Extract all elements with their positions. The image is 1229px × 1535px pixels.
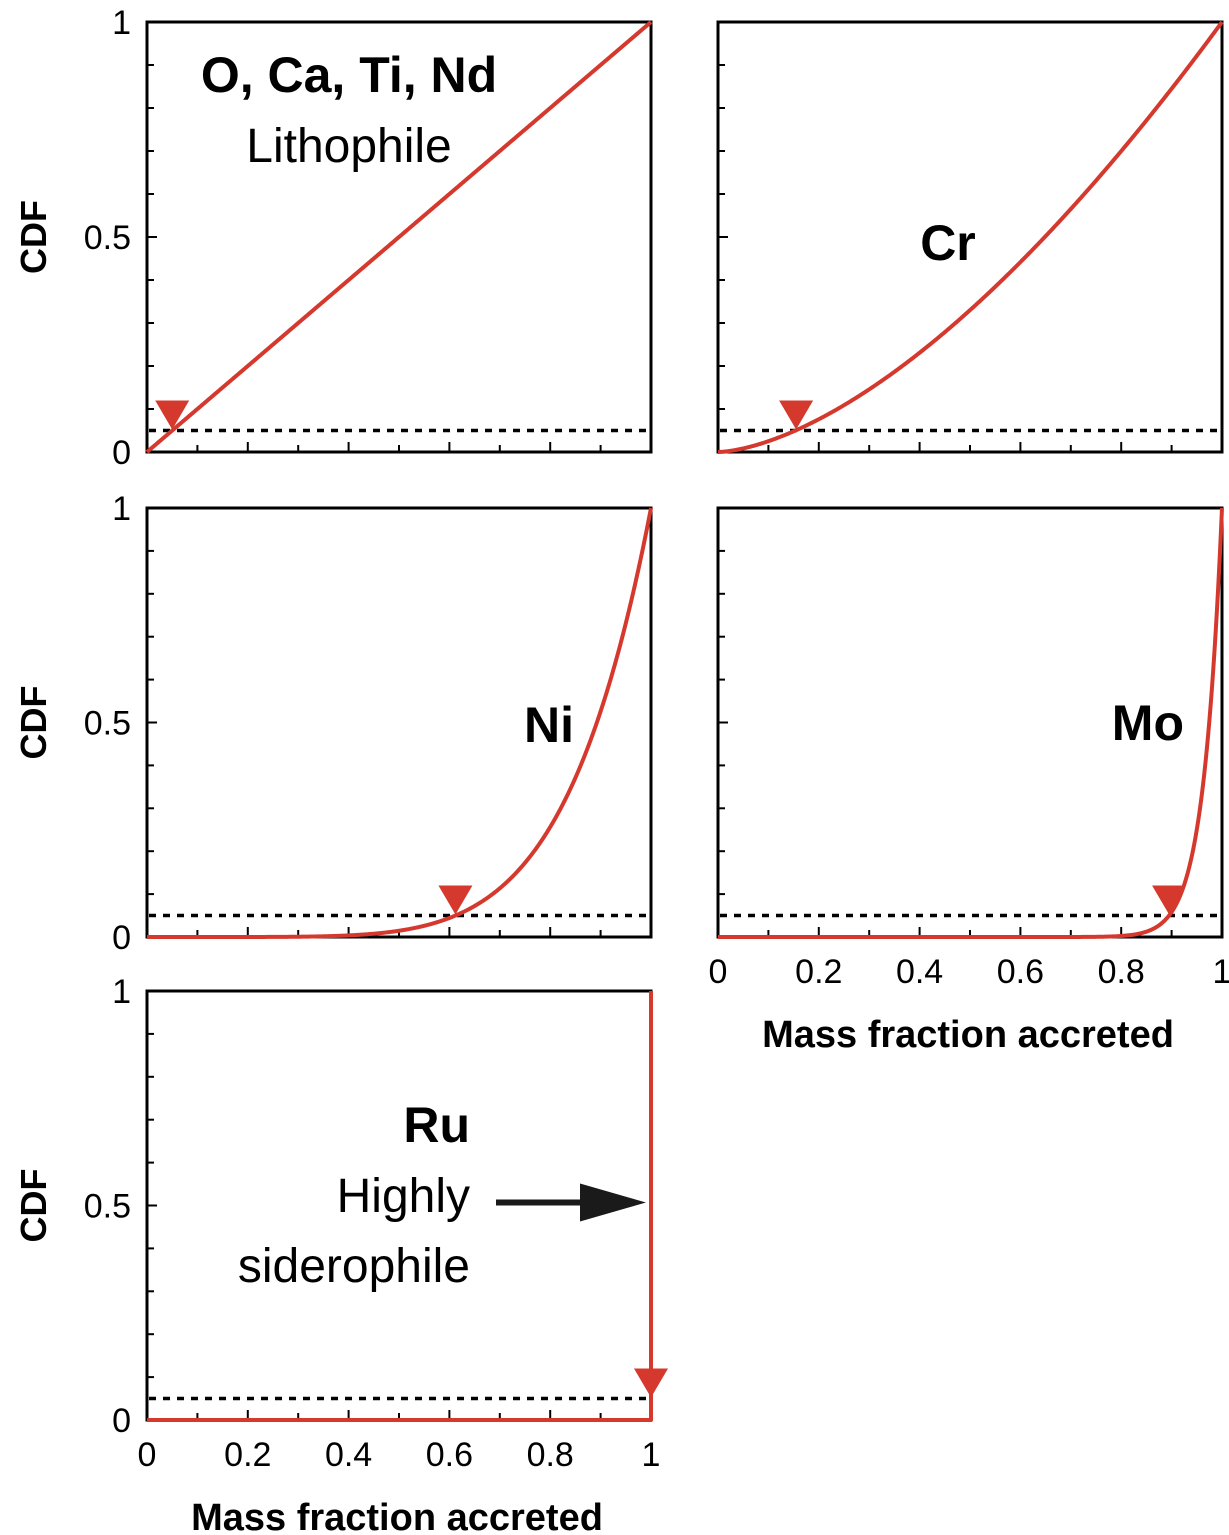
y-tick-label: 0.5 [84, 705, 131, 743]
panel-ni: 0 0.5 1 CDF Ni [13, 490, 653, 957]
x-axis-label: Mass fraction accreted [762, 1014, 1174, 1056]
y-axis-label: CDF [13, 1169, 54, 1243]
y-tick-label: 0 [112, 434, 131, 472]
x-tick-label: 0 [138, 1436, 157, 1474]
panel-sublabel: Lithophile [246, 120, 452, 173]
threshold-marker [438, 885, 473, 915]
x-tick-label: 0.4 [325, 1436, 372, 1474]
cdf-curve [146, 507, 653, 939]
panel-label: Cr [920, 215, 976, 271]
x-tick-label: 0.2 [795, 953, 842, 991]
threshold-marker [634, 1368, 668, 1398]
y-axis-label: CDF [13, 200, 54, 274]
panel-label: Mo [1112, 695, 1184, 751]
panel-ru: 0 0.5 1 0 0.2 0.4 0.6 0.8 1 CDF Mass fraction accr… [13, 973, 668, 1535]
panel-label: Ni [524, 697, 574, 753]
panel-sublabel: siderophile [238, 1240, 470, 1293]
x-tick-label: 0.8 [527, 1436, 574, 1474]
x-tick-label: 1 [1213, 953, 1229, 991]
cdf-curve [147, 991, 653, 1422]
x-tick-label: 0.8 [1098, 953, 1145, 991]
x-tick-label: 0.2 [224, 1436, 271, 1474]
y-tick-label: 1 [112, 490, 131, 528]
x-tick-label: 0.6 [426, 1436, 473, 1474]
x-axis-label: Mass fraction accreted [191, 1497, 603, 1535]
x-tick-label: 0.6 [997, 953, 1044, 991]
y-tick-label: 0 [112, 919, 131, 957]
y-tick-label: 1 [112, 4, 131, 42]
annotation-arrow-head [580, 1183, 646, 1222]
panel-mo: 0 0.2 0.4 0.6 0.8 1 Mass fraction accreted Mo [709, 506, 1229, 1056]
panel-label: O, Ca, Ti, Nd [201, 47, 497, 103]
cdf-curve [717, 20, 1224, 454]
threshold-marker [155, 400, 190, 430]
x-tick-label: 1 [642, 1436, 661, 1474]
threshold-marker [779, 400, 814, 430]
panel-o-ca-ti-nd: 0 0.5 1 CDF O, Ca, Ti, Nd Lithophile [13, 4, 653, 472]
x-tick-label: 0.4 [896, 953, 943, 991]
panel-sublabel: Highly [337, 1170, 470, 1223]
plot-frame [145, 506, 653, 939]
y-tick-label: 1 [112, 973, 131, 1011]
y-tick-label: 0 [112, 1402, 131, 1440]
panel-cr: Cr [716, 20, 1224, 454]
y-tick-label: 0.5 [84, 219, 131, 257]
panel-label: Ru [403, 1097, 470, 1153]
threshold-marker [1152, 885, 1187, 915]
y-tick-label: 0.5 [84, 1188, 131, 1226]
y-axis-label: CDF [13, 686, 54, 760]
x-tick-label: 0 [709, 953, 728, 991]
cdf-curve [145, 20, 653, 454]
cdf-curve [717, 507, 1224, 939]
